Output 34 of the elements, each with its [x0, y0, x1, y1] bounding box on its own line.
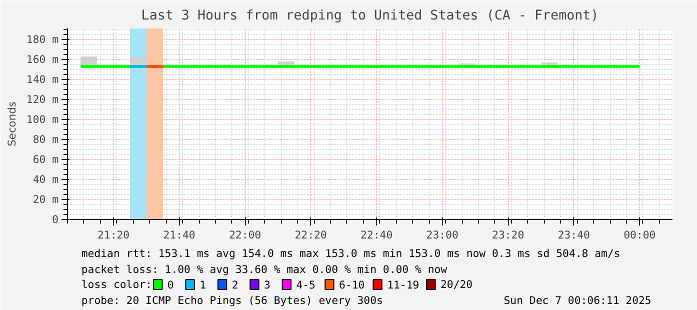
y-tick-label: 160 m	[26, 53, 58, 66]
chart-title: Last 3 Hours from redping to United States (CA - Fremont)	[141, 8, 599, 24]
y-tick-label: 100 m	[26, 113, 58, 126]
y-tick-label: 20 m	[32, 193, 59, 206]
legend-title: loss color:	[81, 278, 152, 291]
y-tick-label: 40 m	[32, 173, 59, 186]
legend-label: 0	[167, 278, 174, 292]
y-tick-label: 140 m	[26, 73, 58, 86]
y-tick-label: 60 m	[32, 153, 59, 166]
text: Sun Dec 7 00:06:11 2025	[504, 294, 652, 307]
y-tick-label: 180 m	[26, 33, 58, 46]
y-tick-label: 80 m	[32, 133, 59, 146]
x-tick-label: 21:40	[163, 228, 196, 242]
legend-label: 3	[264, 278, 270, 292]
x-tick-label: 23:40	[558, 228, 590, 242]
legend-label: 11-19	[387, 278, 420, 292]
x-tick-label: 22:20	[294, 228, 327, 242]
x-tick-label: 00:00	[624, 228, 656, 242]
x-tick-label: 21:20	[97, 228, 130, 242]
text: probe: 20 ICMP Echo Pings (56 Bytes) every 300s	[81, 294, 383, 307]
text: median rtt: 153.1 ms avg 154.0 ms max 153.0 ms min 153.0 ms now 0.3 ms sd 504.8 am/s	[81, 247, 620, 260]
legend-label: 20/20	[440, 278, 473, 291]
text: packet loss: 1.00 % avg 33.60 % max 0.00 % min 0.00 % now	[81, 263, 448, 276]
legend-label: 6-10	[339, 278, 365, 292]
legend-label: 4-5	[296, 278, 316, 292]
legend-label: 1	[200, 278, 206, 292]
y-tick-label: 120 m	[26, 93, 58, 106]
x-tick-label: 23:20	[492, 228, 524, 242]
x-tick-label: 23:00	[426, 228, 458, 242]
y-tick-label: 0	[52, 213, 59, 226]
legend-label: 2	[232, 278, 238, 292]
y-axis-title: Seconds	[5, 101, 18, 146]
x-tick-label: 22:00	[229, 228, 262, 242]
x-tick-label: 22:40	[360, 228, 393, 242]
